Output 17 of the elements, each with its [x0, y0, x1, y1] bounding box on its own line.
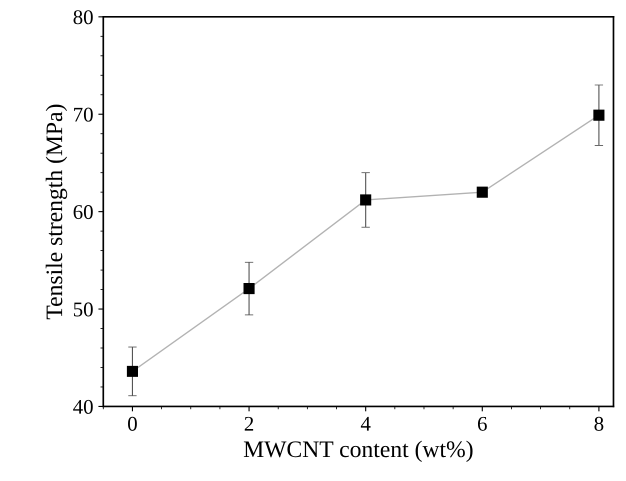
point — [244, 283, 255, 294]
y-tick-label: 70 — [74, 108, 93, 122]
x-tick-label: 4 — [360, 416, 371, 431]
y-tick-label: 40 — [73, 400, 93, 414]
point — [593, 110, 604, 121]
point — [126, 366, 138, 377]
y-tick-label: 60 — [74, 205, 93, 220]
x-tick-label: 0 — [128, 416, 137, 431]
x-tick-label: 8 — [594, 416, 604, 431]
y-tick-label: 50 — [74, 302, 93, 316]
x-tick-label: 2 — [244, 416, 254, 431]
x-axis-title: MWCNT content (wt%) — [244, 440, 473, 462]
y-tick-label: 80 — [74, 10, 93, 24]
point — [360, 194, 372, 206]
point — [476, 186, 488, 198]
x-tick-label: 6 — [478, 416, 487, 431]
y-axis-title: Tensile strength (MPa) — [46, 104, 68, 320]
